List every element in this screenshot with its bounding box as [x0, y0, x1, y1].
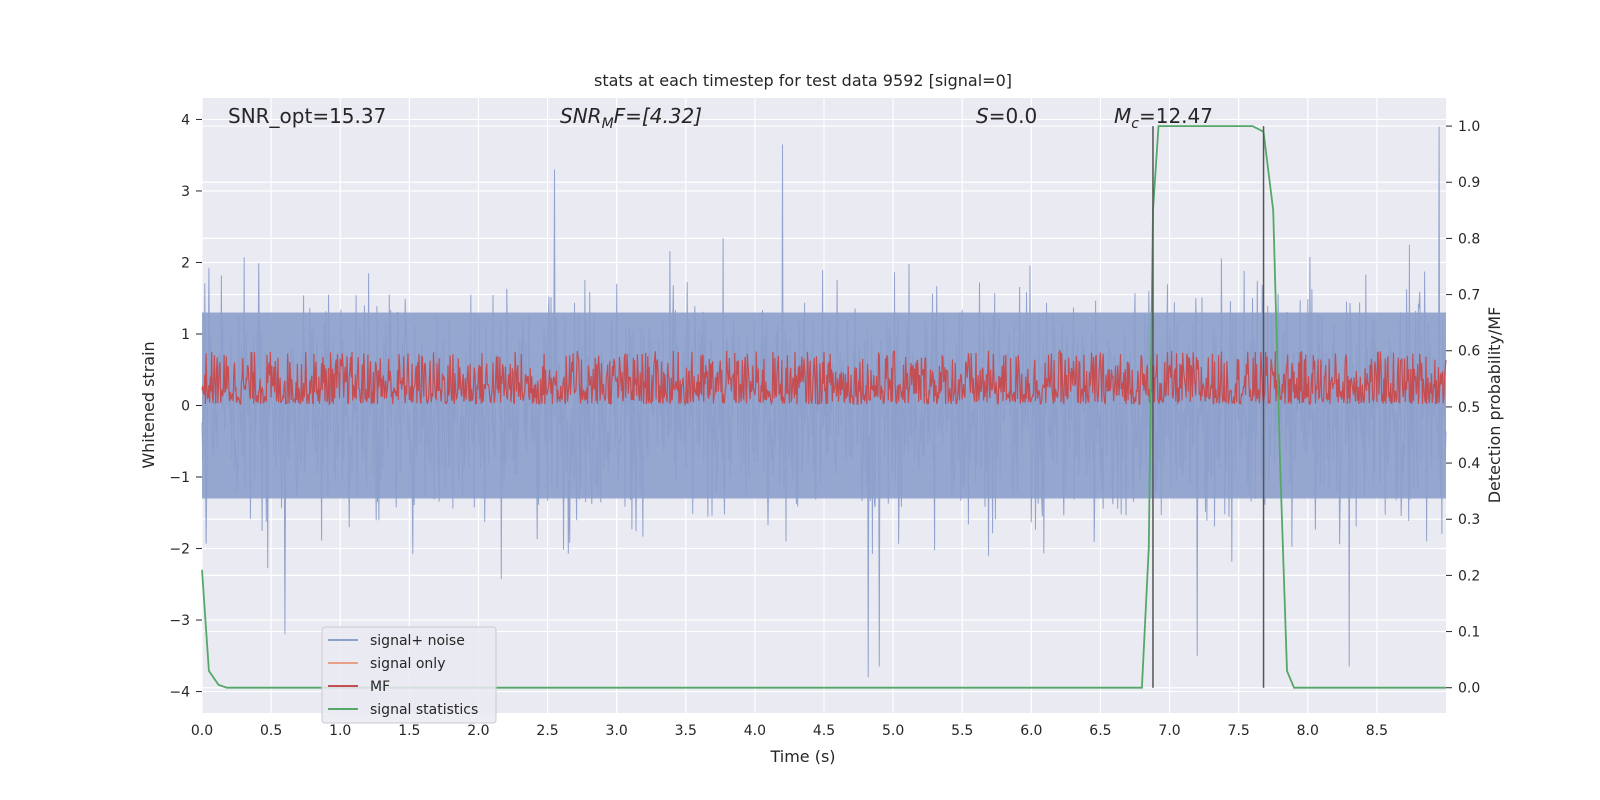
chart-title: stats at each timestep for test data 959… [594, 71, 1012, 90]
y2-tick-label: 0.1 [1458, 625, 1480, 641]
legend-label-signal-statistics: signal statistics [370, 702, 478, 718]
x-axis-label: Time (s) [769, 747, 835, 766]
mf-series [201, 348, 1447, 407]
signal-plus-noise-series [201, 126, 1447, 678]
legend-label-mf: MF [370, 679, 390, 695]
legend-box [321, 626, 497, 724]
legend-label-signal-only: signal only [370, 656, 445, 672]
x-tick-label: 6.5 [1089, 723, 1111, 739]
y2-tick-label: 0.3 [1458, 512, 1480, 528]
s-rest: =0.0 [989, 104, 1038, 128]
snr-mf-annotation: SNRMF=[4.32] [560, 104, 702, 132]
y-tick-label: −2 [169, 542, 190, 558]
y2-tick-label: 1.0 [1458, 119, 1480, 135]
y2-tick-label: 0.4 [1458, 456, 1480, 472]
signal-statistics-line [201, 125, 1446, 689]
x-tick-label: 1.0 [329, 723, 351, 739]
x-tick-label: 4.0 [744, 723, 766, 739]
legend: signal+ noise signal only MF signal stat… [321, 626, 497, 724]
mc-sub: c [1131, 116, 1139, 132]
y-tick-label: 2 [181, 255, 190, 271]
y2-tick-label: 0.0 [1458, 681, 1480, 697]
mc-rest: =12.47 [1139, 104, 1213, 128]
x-tick-label: 1.5 [398, 723, 420, 739]
signal-statistics-series [201, 125, 1446, 689]
y-tick-label: −1 [169, 470, 190, 486]
x-axis-ticks: 0.0 0.5 1.0 1.5 2.0 2.5 3.0 3.5 4.0 4.5 5.0 5.5 6.0 6… [191, 723, 1388, 739]
x-tick-label: 4.5 [813, 723, 835, 739]
x-tick-label: 0.0 [191, 723, 213, 739]
x-tick-label: 3.0 [606, 723, 628, 739]
y-tick-label: −3 [169, 613, 190, 629]
x-tick-label: 7.0 [1158, 723, 1180, 739]
y-axis-label: Whitened strain [139, 341, 158, 468]
y-tick-label: 1 [181, 327, 190, 343]
y-axis-ticks: 4 3 2 1 0 −1 −2 −3 −4 [169, 112, 202, 701]
y2-tick-label: 0.8 [1458, 231, 1480, 247]
s-annotation: S=0.0 [976, 104, 1037, 128]
signal-plus-noise-line [201, 126, 1447, 678]
y2-axis-label: Detection probability/MF [1485, 307, 1504, 504]
legend-label-signal-noise: signal+ noise [370, 633, 465, 649]
x-tick-label: 0.5 [260, 723, 282, 739]
mc-main: M [1114, 104, 1131, 128]
x-tick-label: 5.5 [951, 723, 973, 739]
vertical-markers [1152, 126, 1265, 688]
y2-tick-label: 0.5 [1458, 400, 1480, 416]
y2-axis-ticks: 1.0 0.9 0.8 0.7 0.6 0.5 0.4 0.3 0.2 0.1 0.0 [1446, 119, 1480, 697]
y2-tick-label: 0.9 [1458, 175, 1480, 191]
snr-mf-main: SNR [560, 104, 602, 128]
s-main: S [976, 104, 989, 128]
mc-annotation: Mc=12.47 [1114, 104, 1213, 132]
y-tick-label: 3 [181, 184, 190, 200]
snr-opt-annotation: SNR_opt=15.37 [228, 104, 386, 128]
x-tick-label: 7.5 [1228, 723, 1250, 739]
y2-tick-label: 0.6 [1458, 344, 1480, 360]
x-tick-label: 3.5 [675, 723, 697, 739]
y-tick-label: −4 [169, 685, 190, 701]
y2-tick-label: 0.7 [1458, 288, 1480, 304]
mf-line [201, 348, 1447, 407]
x-tick-label: 8.0 [1297, 723, 1319, 739]
x-tick-label: 8.5 [1366, 723, 1388, 739]
x-tick-label: 2.0 [467, 723, 489, 739]
snr-mf-rest: F=[4.32] [614, 104, 702, 128]
y2-tick-label: 0.2 [1458, 568, 1480, 584]
x-tick-label: 5.0 [882, 723, 904, 739]
x-tick-label: 2.5 [536, 723, 558, 739]
y-tick-label: 4 [181, 112, 190, 128]
x-tick-label: 6.0 [1020, 723, 1042, 739]
snr-mf-sub: M [602, 116, 614, 132]
y-tick-label: 0 [181, 399, 190, 415]
